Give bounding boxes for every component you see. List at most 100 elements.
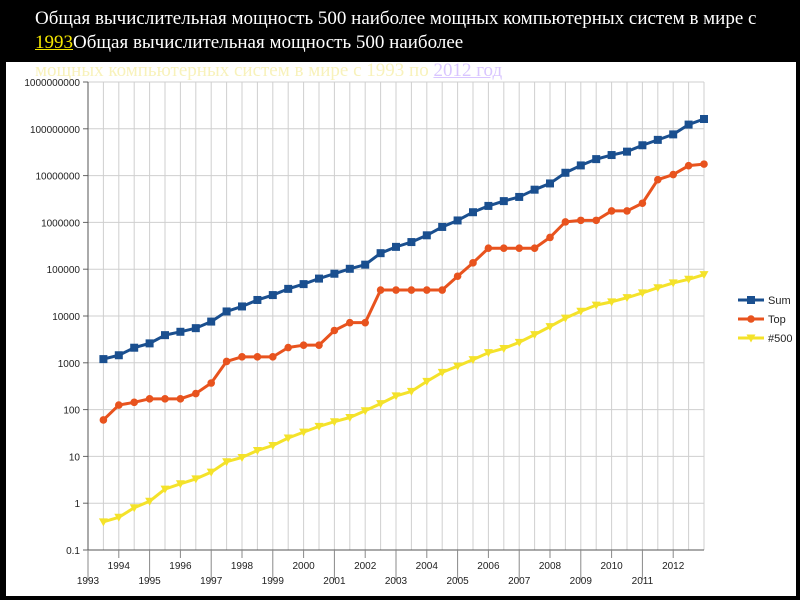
n500-point [114,513,124,522]
x-tick-label: 2006 [477,561,500,572]
sum-point [561,168,570,177]
top-point [561,218,570,226]
top-point [592,216,600,225]
n500-point [560,314,570,323]
y-tick-label: 1000 [58,359,81,370]
x-tick-label: 2007 [508,576,531,587]
n500-point [422,377,432,386]
top-point [684,161,693,170]
n500-point [299,428,309,437]
sum-point [438,222,447,231]
top-point [515,244,523,253]
sum-point [453,216,462,225]
sum-point [191,324,200,333]
link-1993[interactable]: 1993 [35,32,73,53]
sum-point [268,291,277,300]
grid [83,81,705,551]
n500-point [376,400,386,409]
sum-line [103,117,705,361]
top-point [361,318,370,327]
n500-point [191,475,201,484]
sum-point [99,355,108,364]
title-tail: мощных компьютерных систем в мире с 1993… [35,59,502,83]
sum-point [238,302,246,311]
top-point [546,233,554,242]
x-tick-label: 2005 [446,576,469,587]
n500-line [102,273,705,524]
n500-point [622,294,632,303]
x-tick-label: 2008 [539,561,562,572]
sum-point [747,296,755,304]
x-tick-label: 2002 [354,561,377,572]
link-2012[interactable]: 2012 год [433,60,503,81]
top-line [102,162,705,422]
n500-point [283,434,293,443]
sum-point [484,201,493,210]
n500-point [160,485,170,494]
n500-point [653,284,663,293]
sum-point [222,307,231,316]
top-point [469,259,477,267]
top-point [99,416,108,424]
n500-point [499,344,509,353]
y-tick-label: 1000000000 [24,78,80,89]
sum-point [653,135,662,144]
x-tick-label: 1995 [138,576,161,587]
sum-point [515,192,524,201]
x-tick-label: 2010 [600,561,623,572]
sum-point [130,343,139,352]
sum-point [499,197,508,206]
sum-point [207,317,216,326]
sum-point [530,185,539,194]
n500-point [314,422,324,431]
n500-point [483,349,493,358]
y-tick-label: 1000000 [41,218,80,229]
n500-point [699,271,709,280]
n500-point [591,301,601,310]
sum-point [345,264,354,273]
sum-point [176,327,185,336]
sum-point [592,155,601,164]
top-point [607,207,616,215]
sum-point [422,231,431,240]
y-tick-label: 0.1 [66,546,80,557]
sum-point [392,242,400,251]
sum-point [376,249,385,258]
x-tick-label: 2012 [662,561,685,572]
n500-point [222,458,232,467]
n500-point [514,338,524,347]
top-point [376,286,385,294]
sum-point [469,208,477,217]
top-point [700,160,708,168]
title-text-2: Общая вычислительная мощность 500 наибол… [73,32,464,53]
sum-point [407,238,416,247]
top-point [222,357,231,366]
n500-point [329,418,339,427]
sum-point [546,179,554,188]
top-point [299,341,308,349]
legend-label-n500: #500 [768,333,792,345]
y-tick-label: 10 [69,452,81,463]
sum-point [284,284,293,293]
sum-point [299,280,308,289]
top-point [623,207,631,215]
x-tick-labels: 1993 1995 1997 1999 2001 2003 2005 2007 2009 2011… [77,550,685,587]
sum-point [253,295,262,304]
n500-point [406,387,416,396]
n500-point [684,275,694,284]
top-point [438,286,447,294]
x-tick-label: 2009 [570,576,593,587]
top-point [392,286,400,294]
y-tick-label: 100000000 [30,125,80,136]
n500-point [607,298,617,307]
x-tick-label: 2003 [385,576,408,587]
title-box: Общая вычислительная мощность 500 наибол… [0,0,800,62]
n500-point [668,279,678,288]
sum-point [623,147,631,156]
sum-point [638,141,647,150]
top-point [269,353,277,361]
n500-point [237,453,247,462]
top-point [747,315,755,323]
legend: Sum Top #500 [738,295,792,345]
